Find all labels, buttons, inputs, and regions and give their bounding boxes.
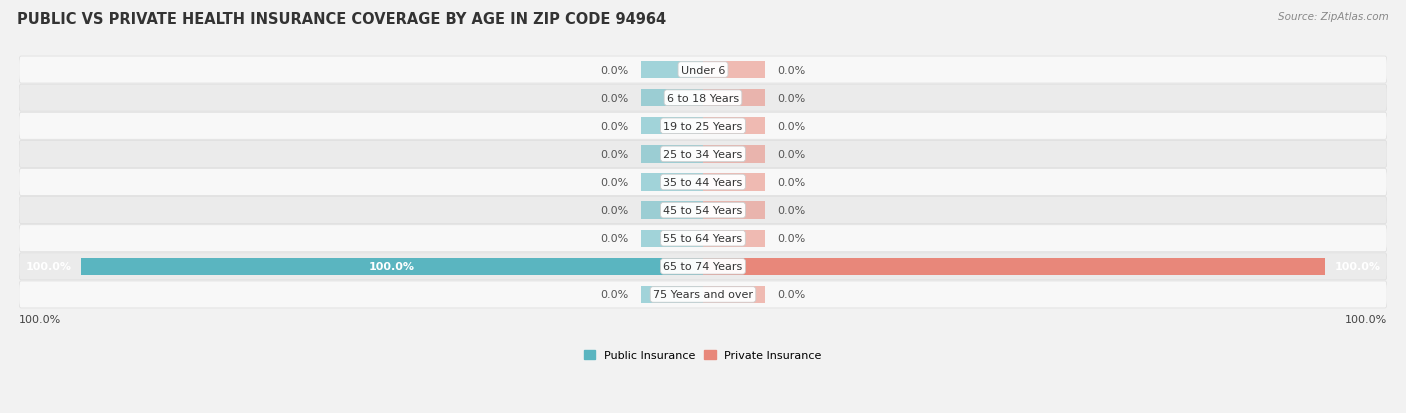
Text: 0.0%: 0.0% [600, 178, 628, 188]
Text: 0.0%: 0.0% [600, 65, 628, 75]
Bar [641, 62, 703, 79]
Text: 0.0%: 0.0% [600, 206, 628, 216]
Text: 0.0%: 0.0% [778, 234, 806, 244]
Text: 0.0%: 0.0% [778, 65, 806, 75]
Text: 100.0%: 100.0% [1346, 314, 1388, 324]
Bar [641, 174, 703, 191]
Bar [703, 230, 765, 247]
Bar [703, 62, 765, 79]
Legend: Public Insurance, Private Insurance: Public Insurance, Private Insurance [579, 346, 827, 365]
Text: 0.0%: 0.0% [778, 121, 806, 131]
Text: 65 to 74 Years: 65 to 74 Years [664, 262, 742, 272]
FancyBboxPatch shape [18, 141, 1388, 168]
Text: 0.0%: 0.0% [778, 150, 806, 159]
Text: 0.0%: 0.0% [600, 121, 628, 131]
Text: 0.0%: 0.0% [778, 290, 806, 300]
Bar [82, 258, 703, 275]
FancyBboxPatch shape [18, 197, 1388, 224]
Bar [703, 146, 765, 163]
Bar [641, 90, 703, 107]
Text: 100.0%: 100.0% [25, 262, 72, 272]
Text: 19 to 25 Years: 19 to 25 Years [664, 121, 742, 131]
Text: 0.0%: 0.0% [600, 290, 628, 300]
Text: 0.0%: 0.0% [778, 93, 806, 103]
Bar [641, 118, 703, 135]
Text: 6 to 18 Years: 6 to 18 Years [666, 93, 740, 103]
Bar [703, 286, 765, 304]
Text: 35 to 44 Years: 35 to 44 Years [664, 178, 742, 188]
FancyBboxPatch shape [18, 85, 1388, 112]
Bar [641, 286, 703, 304]
Text: 100.0%: 100.0% [1334, 262, 1381, 272]
FancyBboxPatch shape [18, 57, 1388, 84]
Bar [641, 230, 703, 247]
Bar [641, 202, 703, 219]
FancyBboxPatch shape [18, 281, 1388, 308]
Bar [703, 202, 765, 219]
Text: 55 to 64 Years: 55 to 64 Years [664, 234, 742, 244]
Text: 45 to 54 Years: 45 to 54 Years [664, 206, 742, 216]
Text: 0.0%: 0.0% [600, 150, 628, 159]
Bar [641, 146, 703, 163]
Text: Source: ZipAtlas.com: Source: ZipAtlas.com [1278, 12, 1389, 22]
Text: PUBLIC VS PRIVATE HEALTH INSURANCE COVERAGE BY AGE IN ZIP CODE 94964: PUBLIC VS PRIVATE HEALTH INSURANCE COVER… [17, 12, 666, 27]
Text: 0.0%: 0.0% [600, 234, 628, 244]
FancyBboxPatch shape [18, 113, 1388, 140]
Bar [703, 118, 765, 135]
Text: 100.0%: 100.0% [368, 262, 415, 272]
Text: 100.0%: 100.0% [18, 314, 60, 324]
Bar [703, 258, 1324, 275]
Text: 25 to 34 Years: 25 to 34 Years [664, 150, 742, 159]
Bar [703, 174, 765, 191]
Bar [703, 90, 765, 107]
Text: Under 6: Under 6 [681, 65, 725, 75]
Text: 75 Years and over: 75 Years and over [652, 290, 754, 300]
Text: 0.0%: 0.0% [778, 178, 806, 188]
FancyBboxPatch shape [18, 169, 1388, 196]
FancyBboxPatch shape [18, 253, 1388, 280]
Text: 0.0%: 0.0% [600, 93, 628, 103]
Text: 0.0%: 0.0% [778, 206, 806, 216]
FancyBboxPatch shape [18, 225, 1388, 252]
